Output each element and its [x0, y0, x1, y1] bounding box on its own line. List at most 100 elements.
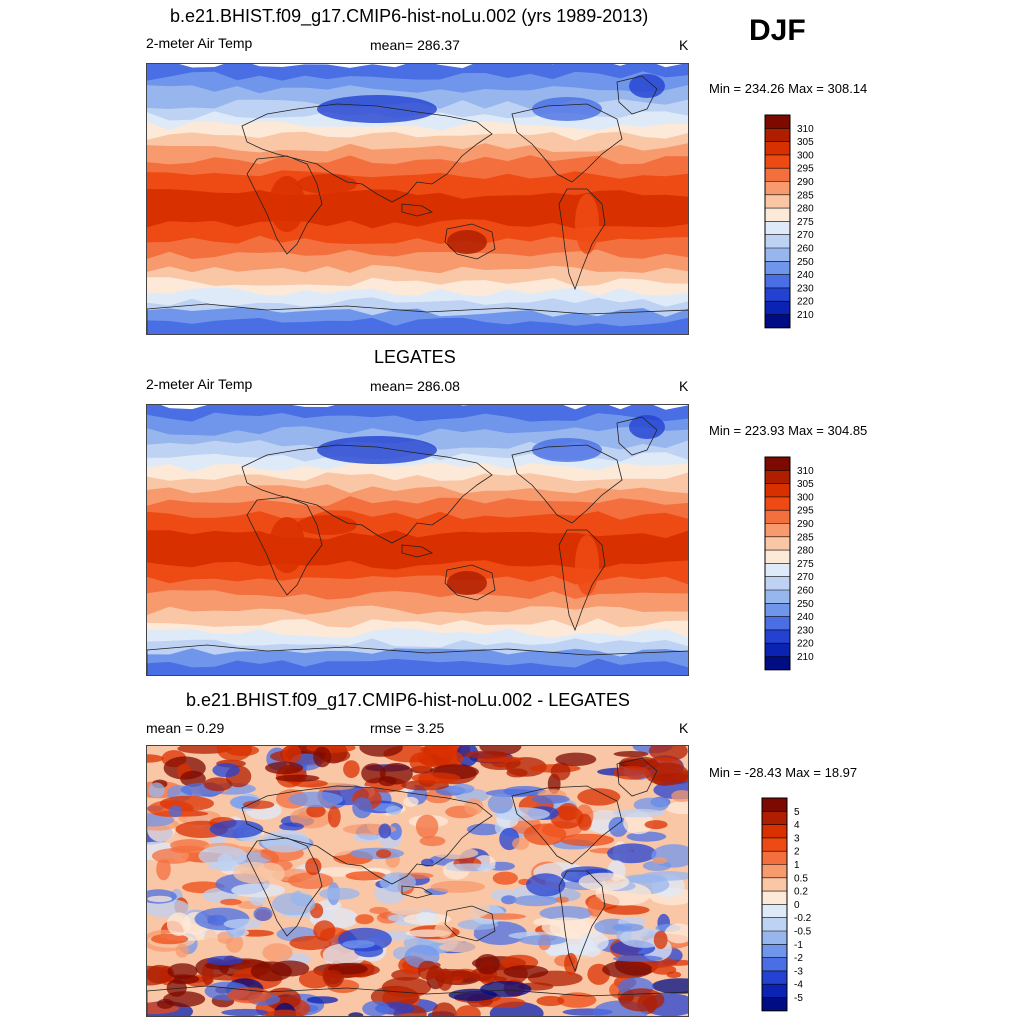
colorbar-box: [762, 931, 787, 945]
coastline: [401, 885, 434, 899]
panel-obs-units: K: [679, 378, 689, 394]
colorbar-tick-label: 1: [794, 860, 800, 871]
colorbar-box: [765, 168, 790, 182]
panel-obs-colorbar: 310 305 300 295 290 285 280 275 270 260 250 240 230 2…: [764, 456, 835, 672]
coastline: [147, 985, 688, 1016]
colorbar-box: [765, 128, 790, 142]
colorbar-box: [765, 208, 790, 222]
colorbar-tick-label: -4: [794, 980, 803, 991]
colorbar-tick-label: 310: [797, 124, 814, 135]
colorbar-tick-label: -1: [794, 940, 803, 951]
panel-diff-map: [146, 745, 689, 1017]
coastline: [246, 496, 323, 596]
colorbar-tick-label: 270: [797, 230, 814, 241]
colorbar-box: [765, 194, 790, 209]
colorbar-tick-label: 275: [797, 217, 814, 228]
colorbar-box: [762, 864, 787, 879]
colorbar-box: [762, 837, 787, 852]
colorbar-box: [762, 824, 787, 839]
coastline: [558, 188, 606, 291]
colorbar-box: [765, 550, 790, 564]
colorbar-box: [765, 314, 790, 329]
panel-model-colorbar: 310 305 300 295 290 285 280 275 270 260 250 240 230 2…: [764, 114, 835, 330]
colorbar-tick-label: 0.5: [794, 873, 808, 884]
colorbar-box: [762, 970, 787, 985]
panel-model-variable: 2-meter Air Temp: [146, 35, 253, 51]
coastline: [147, 644, 688, 675]
coastline: [401, 203, 434, 217]
colorbar-box: [762, 904, 787, 918]
panel-diff-colorbar: 5 4 3 2 1 0.5 0.2 0 -0.2 -0.5 -1 -2 -3 -4 -5: [761, 797, 832, 1013]
colorbar-tick-label: -2: [794, 953, 803, 964]
colorbar-tick-label: 300: [797, 492, 814, 503]
colorbar-tick-label: 3: [794, 833, 800, 844]
colorbar-box: [765, 510, 790, 524]
colorbar-tick-label: 285: [797, 532, 814, 543]
colorbar-tick-label: 220: [797, 639, 814, 650]
colorbar-tick-label: 295: [797, 506, 814, 517]
colorbar-box: [765, 496, 790, 511]
colorbar-tick-label: 310: [797, 466, 814, 477]
colorbar-tick-label: -0.5: [794, 927, 812, 938]
colorbar-tick-label: 240: [797, 270, 814, 281]
colorbar-box: [765, 656, 790, 671]
colorbar-tick-label: 250: [797, 599, 814, 610]
colorbar-tick-label: -3: [794, 966, 803, 977]
panel-model-map: [146, 63, 689, 335]
colorbar-tick-label: 305: [797, 479, 814, 490]
colorbar-tick-label: 250: [797, 257, 814, 268]
colorbar-tick-label: -5: [794, 993, 803, 1004]
colorbar-box: [762, 984, 787, 998]
colorbar-tick-label: 2: [794, 847, 800, 858]
colorbar-box: [762, 877, 787, 892]
coastline: [241, 785, 493, 885]
panel-obs-title: LEGATES: [374, 347, 456, 367]
colorbar-box: [762, 957, 787, 972]
colorbar-tick-label: 305: [797, 137, 814, 148]
colorbar-box: [765, 563, 790, 577]
panel-model-mean: mean= 286.37: [370, 37, 460, 53]
coastline: [147, 303, 688, 334]
colorbar-box: [765, 616, 790, 631]
colorbar-box: [762, 851, 787, 865]
panel-obs-minmax: Min = 223.93 Max = 304.85: [709, 423, 868, 438]
colorbar-tick-label: 210: [797, 310, 814, 321]
colorbar-tick-label: 210: [797, 652, 814, 663]
coastline: [444, 223, 496, 260]
coastline: [511, 103, 623, 183]
colorbar-tick-label: 260: [797, 244, 814, 255]
coastline: [246, 155, 323, 255]
coastline: [558, 529, 606, 632]
colorbar-box: [762, 798, 787, 812]
colorbar-tick-label: 230: [797, 625, 814, 636]
coastline: [616, 416, 658, 456]
panel-diff-rmse: rmse = 3.25: [370, 720, 445, 736]
coastline: [616, 757, 658, 797]
colorbar-box: [762, 944, 787, 958]
panel-diff-units: K: [679, 720, 689, 736]
colorbar-box: [765, 141, 790, 156]
colorbar-box: [765, 536, 790, 551]
colorbar-box: [765, 154, 790, 169]
colorbar-tick-label: 295: [797, 164, 814, 175]
panel-model-units: K: [679, 37, 689, 53]
colorbar-tick-label: 300: [797, 150, 814, 161]
colorbar-tick-label: 220: [797, 297, 814, 308]
colorbar-box: [765, 234, 790, 249]
colorbar-tick-label: 240: [797, 612, 814, 623]
panel-model-title: b.e21.BHIST.f09_g17.CMIP6-hist-noLu.002 …: [170, 6, 649, 26]
colorbar-box: [765, 576, 790, 591]
colorbar-box: [765, 287, 790, 302]
colorbar-tick-label: 0.2: [794, 887, 808, 898]
colorbar-box: [765, 590, 790, 604]
panel-diff-mean: mean = 0.29: [146, 720, 225, 736]
colorbar-tick-label: -0.2: [794, 913, 812, 924]
coastline: [444, 564, 496, 601]
colorbar-box: [765, 181, 790, 196]
colorbar-tick-label: 290: [797, 177, 814, 188]
coastline: [241, 444, 493, 544]
colorbar-tick-label: 275: [797, 559, 814, 570]
colorbar-box: [765, 643, 790, 657]
colorbar-box: [765, 457, 790, 471]
colorbar-tick-label: 260: [797, 586, 814, 597]
